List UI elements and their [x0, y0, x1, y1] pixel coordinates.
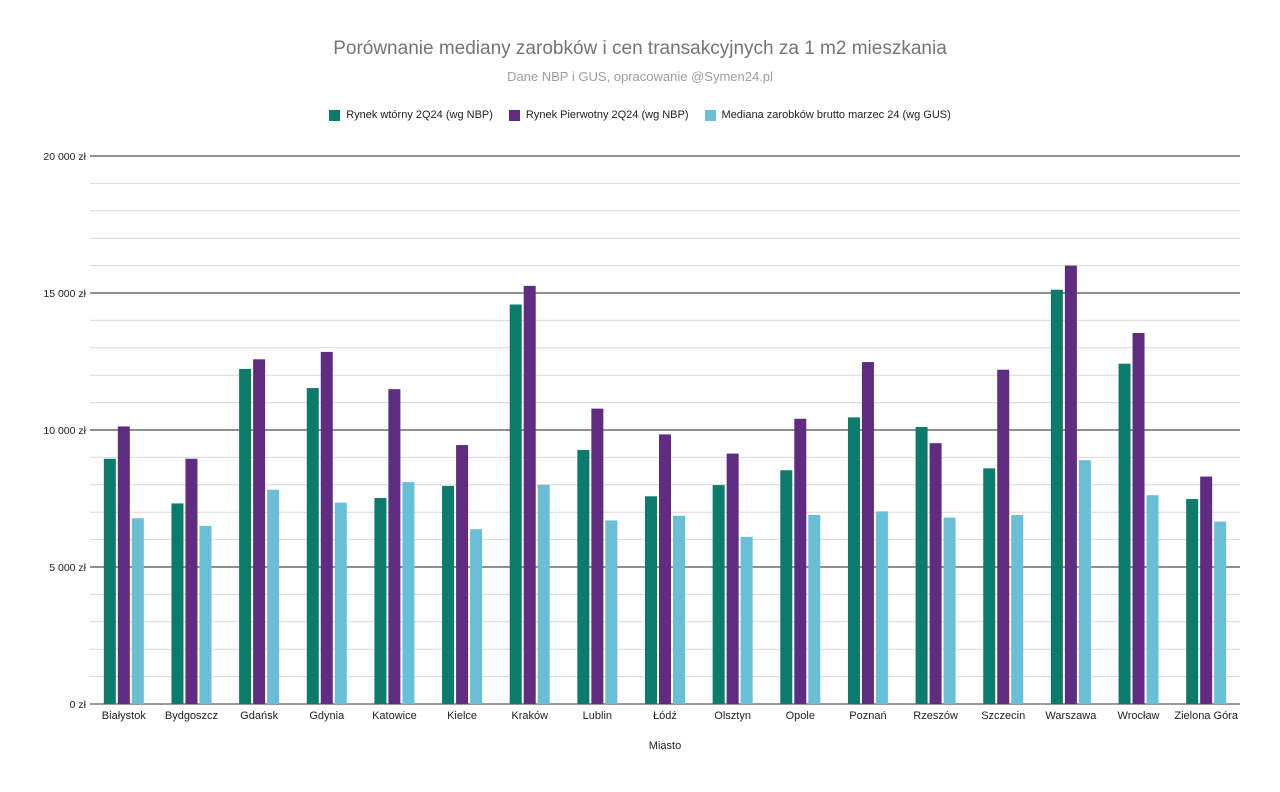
legend-item-median-salary: Mediana zarobków brutto marzec 24 (wg GU… [704, 109, 951, 121]
bar [456, 445, 469, 704]
x-tick-label: Białystok [102, 710, 147, 722]
x-tick-label: Poznań [849, 710, 886, 722]
bar [1132, 333, 1145, 704]
bar [943, 517, 956, 704]
x-tick-label: Szczecin [981, 710, 1025, 722]
chart-title: Porównanie mediany zarobków i cen transa… [333, 38, 947, 59]
bar [1078, 460, 1091, 704]
legend-item-primary-market: Rynek Pierwotny 2Q24 (wg NBP) [508, 109, 689, 121]
chart-subtitle: Dane NBP i GUS, opracowanie @Symen24.pl [507, 69, 773, 84]
legend-item-secondary-market: Rynek wtórny 2Q24 (wg NBP) [329, 109, 493, 121]
y-tick-label: 20 000 zł [43, 151, 86, 163]
bar [673, 515, 685, 704]
y-tick-label: 10 000 zł [43, 425, 86, 437]
bar [334, 502, 347, 704]
x-tick-label: Gdynia [309, 710, 345, 722]
legend: Rynek wtórny 2Q24 (wg NBP) Rynek Pierwot… [0, 109, 1280, 121]
x-tick-label: Łódź [653, 710, 677, 722]
bar [1186, 499, 1199, 704]
y-tick-label: 15 000 zł [43, 288, 86, 300]
bar [726, 453, 739, 704]
y-tick-label: 0 zł [70, 699, 87, 711]
bar [267, 489, 280, 704]
bar [740, 536, 753, 704]
bar [185, 458, 198, 704]
bar [117, 426, 130, 704]
bar [103, 458, 116, 704]
bar [1200, 476, 1213, 704]
bar [388, 389, 401, 704]
bar [875, 511, 888, 704]
bar [1214, 521, 1227, 704]
bar [659, 434, 671, 704]
bar [1146, 495, 1159, 704]
x-tick-label: Kraków [511, 710, 548, 722]
x-tick-label: Olsztyn [714, 710, 751, 722]
bar [509, 304, 522, 704]
legend-swatch-median-salary [704, 109, 716, 121]
bar [605, 520, 618, 704]
bar [537, 484, 550, 704]
x-tick-label: Warszawa [1045, 710, 1097, 722]
y-tick-label: 5 000 zł [49, 562, 86, 574]
bar [442, 485, 455, 704]
bar [712, 485, 725, 704]
bar [997, 369, 1010, 704]
bar [1050, 289, 1063, 704]
bar [199, 525, 212, 704]
bar [253, 359, 266, 704]
bar [915, 426, 928, 704]
bar [983, 468, 996, 704]
bar [591, 408, 604, 704]
x-tick-label: Zielona Góra [1174, 710, 1238, 722]
bar [402, 482, 415, 704]
bar [808, 514, 821, 704]
bar [1064, 265, 1077, 704]
bar [794, 418, 807, 704]
bar [1011, 514, 1024, 704]
x-tick-label: Bydgoszcz [165, 710, 218, 722]
x-tick-label: Opole [786, 710, 815, 722]
bar [239, 368, 252, 704]
legend-label-primary-market: Rynek Pierwotny 2Q24 (wg NBP) [525, 109, 689, 121]
x-tick-label: Rzeszów [913, 710, 958, 722]
x-tick-label: Katowice [372, 710, 417, 722]
x-tick-label: Wrocław [1118, 710, 1160, 722]
bar [861, 362, 874, 704]
x-tick-label: Kielce [447, 710, 477, 722]
legend-label-median-salary: Mediana zarobków brutto marzec 24 (wg GU… [721, 109, 951, 121]
bar [780, 470, 793, 704]
bar [523, 285, 536, 704]
legend-label-secondary-market: Rynek wtórny 2Q24 (wg NBP) [346, 109, 493, 121]
bar [374, 497, 387, 704]
x-tick-label: Lublin [583, 710, 612, 722]
x-axis-title: Miasto [649, 740, 681, 752]
legend-swatch-primary-market [508, 109, 520, 121]
bar [320, 351, 333, 704]
bar [645, 496, 657, 704]
bar [577, 450, 590, 704]
legend-swatch-secondary-market [329, 109, 341, 121]
bar [470, 529, 483, 704]
bar [306, 388, 319, 704]
bar [847, 417, 860, 704]
bar [131, 518, 144, 704]
bar [1118, 363, 1131, 704]
x-tick-label: Gdańsk [240, 710, 278, 722]
bar [171, 503, 184, 704]
bar [929, 443, 942, 704]
